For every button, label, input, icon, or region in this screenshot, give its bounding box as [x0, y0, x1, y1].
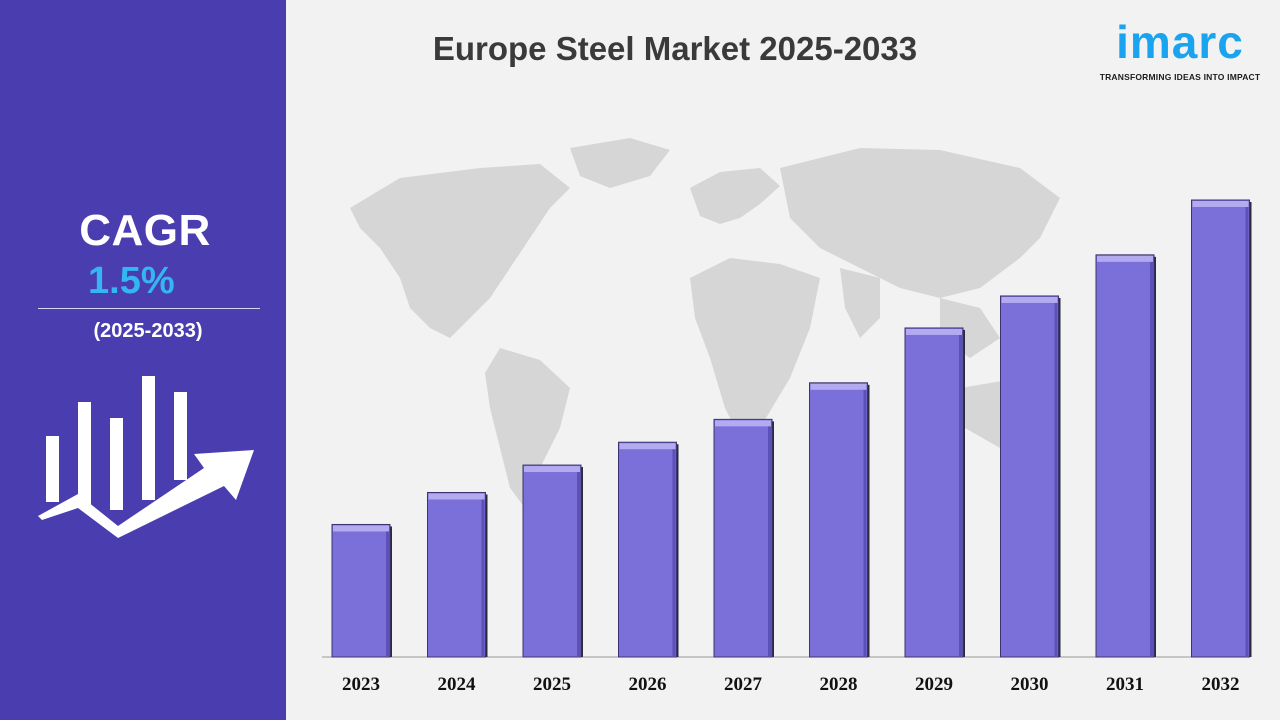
bar-2024 — [427, 491, 488, 658]
growth-bar-chart-arrow-icon — [38, 376, 254, 538]
bar-2025 — [522, 464, 583, 658]
bar-body — [1191, 199, 1250, 658]
x-tick-label: 2031 — [1106, 674, 1144, 695]
bar-side-shade — [1054, 296, 1058, 656]
bar-side-shade — [1150, 255, 1153, 656]
bar-body — [427, 491, 486, 658]
bar-2032 — [1191, 199, 1252, 658]
logo-wordmark: imarc — [1116, 16, 1244, 68]
bar-side-shade — [959, 328, 962, 656]
bar-2027 — [713, 418, 774, 658]
bar-side-shade — [768, 420, 771, 656]
bar-body — [618, 441, 677, 658]
bar-top-highlight — [619, 443, 676, 450]
cagr-label: CAGR — [79, 206, 211, 255]
logo-tagline: TRANSFORMING IDEAS INTO IMPACT — [1099, 72, 1261, 82]
x-tick-label: 2026 — [629, 674, 667, 695]
bar-top-highlight — [333, 525, 389, 532]
bar-body — [809, 382, 868, 658]
bar-top-highlight — [1097, 255, 1153, 262]
bar-side-shade — [577, 466, 580, 656]
bar-top-highlight — [810, 383, 867, 390]
bar-2026 — [618, 441, 679, 658]
bar-top-highlight — [1001, 296, 1058, 303]
cagr-period: (2025-2033) — [93, 320, 203, 342]
bar-2030 — [1000, 295, 1061, 658]
bar-body — [522, 464, 582, 658]
sidebar-panel: CAGR 1.5% (2025-2033) — [0, 0, 286, 720]
bar-body — [713, 418, 773, 658]
bar-top-highlight — [524, 466, 580, 473]
bar-side-shade — [863, 383, 867, 656]
cagr-divider — [38, 308, 260, 309]
cagr-value: 1.5% — [88, 260, 175, 302]
bar-chart: 2023 2024 2025 2026 2027 2028 2029 2030 2031 2032 — [322, 199, 1252, 695]
bar-body — [1095, 254, 1155, 658]
bar-top-highlight — [906, 328, 962, 335]
bar-2023 — [331, 523, 392, 658]
x-tick-label: 2029 — [915, 674, 953, 695]
imarc-logo: imarc TRANSFORMING IDEAS INTO IMPACT — [1092, 14, 1268, 84]
x-tick-label: 2024 — [438, 674, 477, 695]
chart-title: Europe Steel Market 2025-2033 — [432, 30, 918, 67]
x-tick-label: 2030 — [1011, 674, 1049, 695]
x-tick-label: 2025 — [533, 674, 571, 695]
bar-top-highlight — [715, 420, 771, 427]
x-tick-label: 2027 — [724, 674, 763, 695]
bar-side-shade — [1245, 201, 1249, 656]
bar-top-highlight — [1192, 201, 1249, 207]
bar-body — [904, 327, 964, 658]
bar-body — [1000, 295, 1059, 658]
bar-side-shade — [386, 525, 389, 656]
x-tick-label: 2028 — [820, 674, 858, 695]
bar-2028 — [809, 382, 870, 658]
bar-side-shade — [481, 493, 485, 656]
bar-body — [331, 523, 391, 658]
bar-top-highlight — [428, 493, 485, 500]
bar-2029 — [904, 327, 965, 658]
x-tick-label: 2023 — [342, 674, 380, 695]
x-tick-label: 2032 — [1202, 674, 1240, 695]
bar-side-shade — [672, 443, 676, 656]
bar-2031 — [1095, 254, 1156, 658]
